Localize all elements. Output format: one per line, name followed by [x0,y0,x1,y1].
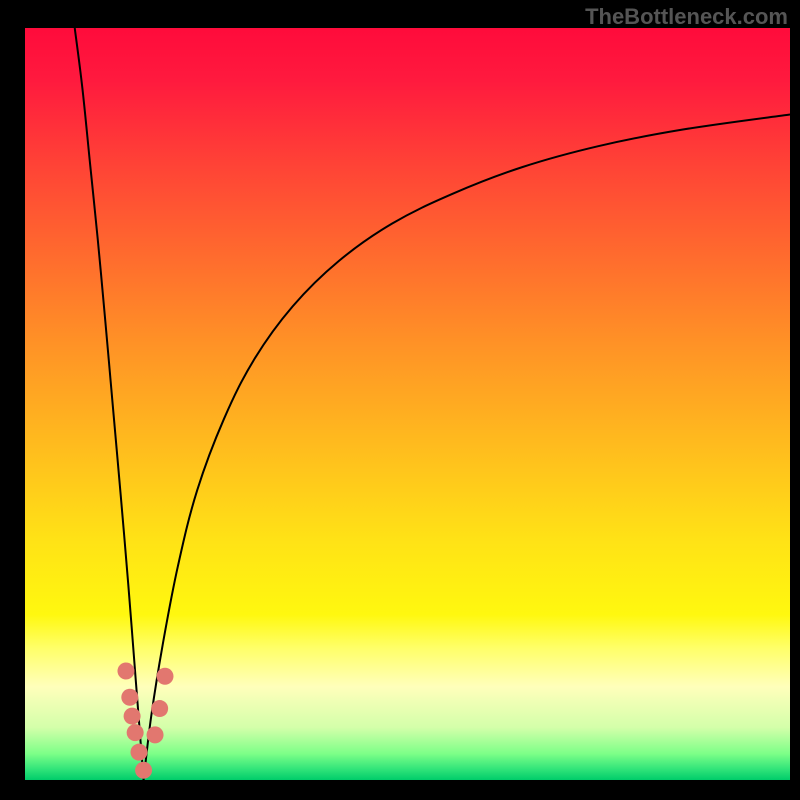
watermark-text: TheBottleneck.com [585,4,788,30]
gradient-background [25,28,790,780]
marker-point [135,762,152,779]
marker-point [130,744,147,761]
marker-point [127,724,144,741]
marker-point [151,700,168,717]
marker-point [124,708,141,725]
marker-point [117,662,134,679]
marker-point [147,726,164,743]
marker-point [156,668,173,685]
chart-svg [25,28,790,780]
plot-area [25,28,790,780]
chart-container: TheBottleneck.com [0,0,800,800]
marker-point [121,689,138,706]
